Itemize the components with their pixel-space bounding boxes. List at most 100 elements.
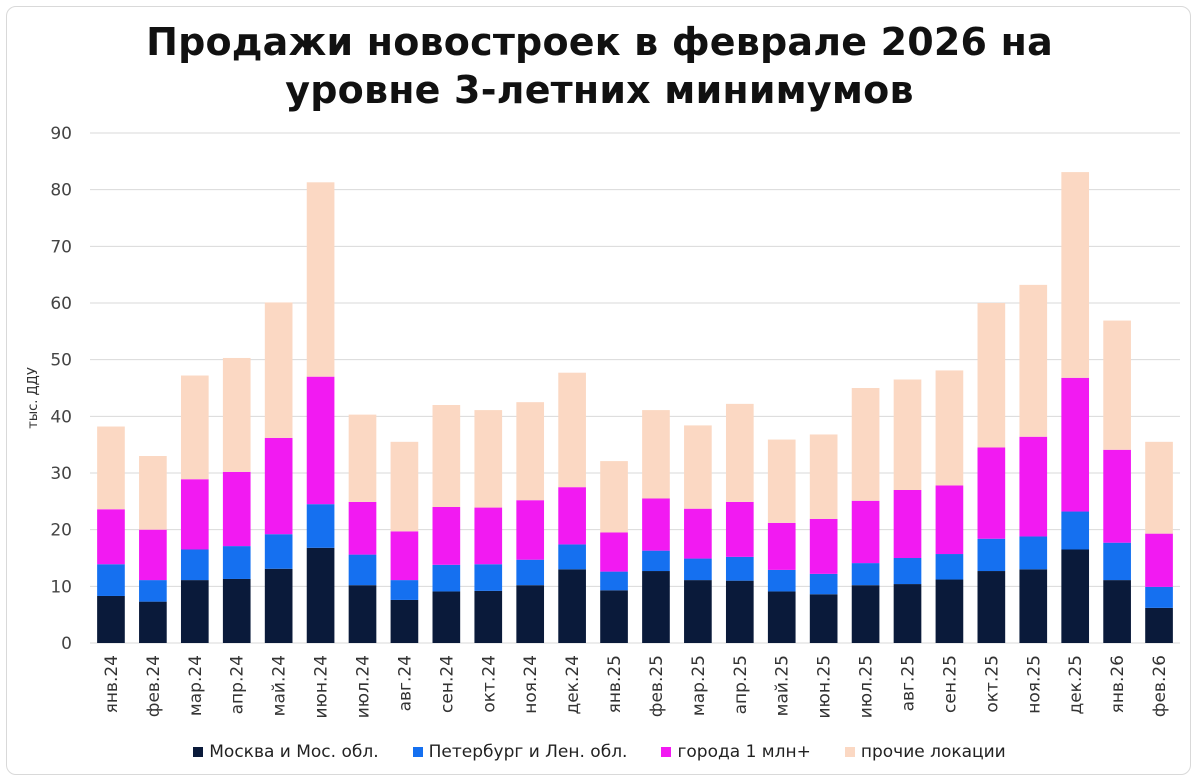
bar-segment-spb — [348, 554, 377, 586]
bar-segment-spb — [893, 558, 922, 585]
bar-segment-other — [600, 461, 628, 533]
bar-segment-million-cities — [558, 487, 586, 545]
legend-item: прочие локации — [844, 742, 1006, 762]
bar-segment-other — [725, 403, 754, 502]
bar-segment-moscow — [600, 590, 628, 643]
bar-segment-moscow — [935, 579, 964, 643]
bar-segment-other — [139, 456, 167, 530]
title-line-2: уровне 3-летних минимумов — [285, 68, 914, 112]
bar-segment-spb — [264, 534, 293, 569]
bar-segment-million-cities — [1019, 436, 1048, 537]
bar-segment-spb — [474, 564, 503, 591]
y-tick-label: 20 — [50, 521, 72, 541]
bar-segment-other — [222, 357, 251, 472]
bar-segment-spb — [1145, 586, 1173, 608]
x-tick-label: сен.25 — [940, 655, 960, 713]
bar-segment-spb — [516, 559, 545, 586]
bar-segment-moscow — [474, 590, 503, 643]
bar-segment-million-cities — [893, 490, 922, 558]
bar-segment-moscow — [725, 580, 754, 643]
legend-swatch — [844, 747, 855, 757]
bar-segment-other — [1019, 284, 1048, 437]
bar-segment-moscow — [1103, 580, 1131, 643]
x-tick-label: май.25 — [773, 655, 793, 716]
bar-segment-other — [893, 379, 922, 490]
bar-segment-other — [809, 434, 838, 519]
y-tick-label: 70 — [50, 237, 72, 257]
bar-segment-other — [264, 302, 293, 438]
bar-segment-other — [348, 414, 377, 502]
bar-segment-moscow — [264, 568, 293, 643]
bar-segment-million-cities — [684, 508, 712, 559]
bar-segment-other — [516, 402, 545, 501]
bar-segment-moscow — [809, 594, 838, 643]
bar-segment-million-cities — [97, 509, 125, 565]
bar-segment-spb — [600, 571, 628, 591]
bar-segment-moscow — [180, 580, 209, 643]
bar-segment-other — [1103, 320, 1131, 450]
y-tick-label: 60 — [50, 294, 72, 314]
bar-segment-million-cities — [851, 500, 880, 564]
bar-segment-moscow — [1019, 569, 1048, 643]
legend-label: Москва и Мос. обл. — [209, 742, 379, 762]
bar-segment-million-cities — [474, 507, 503, 565]
x-tick-label: янв.26 — [1108, 655, 1128, 713]
x-tick-label: фев.25 — [647, 655, 667, 717]
bar-segment-million-cities — [977, 447, 1006, 539]
bar-segment-other — [180, 375, 209, 480]
legend-label: Петербург и Лен. обл. — [428, 742, 628, 762]
bar-segment-moscow — [767, 591, 796, 643]
bar-segment-moscow — [348, 585, 377, 643]
x-tick-label: июл.24 — [354, 655, 374, 718]
legend-item: Петербург и Лен. обл. — [412, 742, 628, 762]
bar-segment-other — [306, 182, 335, 377]
bar-segment-other — [977, 303, 1006, 448]
bar-segment-spb — [642, 550, 670, 572]
bar-segment-spb — [767, 569, 796, 592]
y-tick-label: 30 — [50, 464, 72, 484]
bar-segment-spb — [1103, 542, 1131, 581]
bar-segment-other — [474, 410, 503, 508]
x-tick-label: фев.26 — [1150, 655, 1170, 717]
bar-segment-spb — [725, 556, 754, 581]
bar-segment-moscow — [684, 580, 712, 643]
bar-segment-million-cities — [725, 501, 754, 557]
bar-segment-million-cities — [390, 531, 419, 581]
legend-label: прочие локации — [860, 742, 1006, 762]
bar-segment-million-cities — [1145, 533, 1173, 587]
bar-segment-million-cities — [642, 498, 670, 551]
bar-segment-other — [642, 410, 670, 499]
x-tick-label: ноя.25 — [1024, 655, 1044, 714]
bar-segment-moscow — [139, 601, 167, 643]
x-tick-label: авг.24 — [395, 655, 415, 711]
bar-segment-spb — [1019, 536, 1048, 570]
bar-segment-spb — [306, 504, 335, 548]
legend-swatch — [412, 747, 423, 757]
bar-segment-moscow — [432, 591, 461, 643]
bar-segment-moscow — [851, 585, 880, 643]
bar-segment-million-cities — [1061, 377, 1090, 512]
bar-segment-million-cities — [306, 376, 335, 505]
x-tick-label: июн.24 — [312, 655, 332, 719]
legend-label: города 1 млн+ — [677, 742, 811, 762]
bar-segment-moscow — [642, 571, 670, 643]
bar-segment-other — [684, 425, 712, 509]
y-tick-label: 10 — [50, 577, 72, 597]
bar-segment-million-cities — [600, 532, 628, 572]
x-tick-label: дек.24 — [563, 655, 583, 715]
bar-segment-spb — [851, 563, 880, 586]
bar-segment-spb — [809, 573, 838, 595]
legend-item: Москва и Мос. обл. — [193, 742, 379, 762]
legend: Москва и Мос. обл. Петербург и Лен. обл. г… — [0, 742, 1199, 762]
bar-segment-moscow — [893, 584, 922, 643]
bar-segment-moscow — [558, 569, 586, 643]
bar-segment-other — [558, 372, 586, 488]
bar-segment-other — [935, 370, 964, 486]
bar-segment-moscow — [977, 571, 1006, 643]
x-tick-label: янв.24 — [102, 655, 122, 713]
chart-frame — [6, 6, 1191, 775]
y-tick-label: 80 — [50, 181, 72, 201]
x-tick-label: май.24 — [270, 655, 290, 716]
legend-swatch — [193, 747, 204, 757]
x-tick-label: янв.25 — [605, 655, 625, 713]
